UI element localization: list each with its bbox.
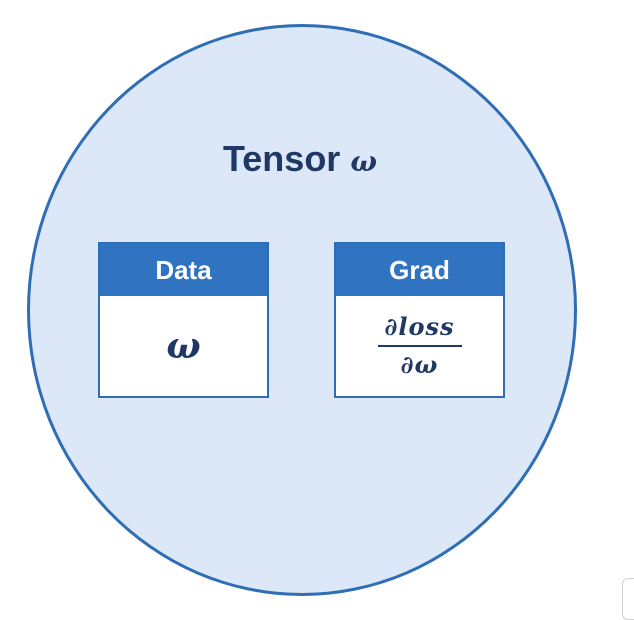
- tensor-title-text: Tensor: [222, 138, 341, 179]
- grad-box-body: ∂loss ∂ω: [336, 296, 503, 396]
- tensor-title: Tensor ω: [0, 138, 600, 180]
- grad-box-header: Grad: [336, 244, 503, 296]
- edge-tab: [622, 578, 634, 620]
- data-box: Data ω: [98, 242, 269, 398]
- gradient-numerator: ∂loss: [384, 312, 455, 341]
- gradient-fraction: ∂loss ∂ω: [377, 312, 462, 380]
- data-value: ω: [166, 325, 201, 367]
- tensor-symbol: ω: [350, 145, 378, 178]
- data-box-header: Data: [100, 244, 267, 296]
- data-box-body: ω: [100, 296, 267, 396]
- grad-box: Grad ∂loss ∂ω: [334, 242, 505, 398]
- gradient-denominator: ∂ω: [400, 350, 439, 379]
- fraction-bar: [377, 345, 462, 347]
